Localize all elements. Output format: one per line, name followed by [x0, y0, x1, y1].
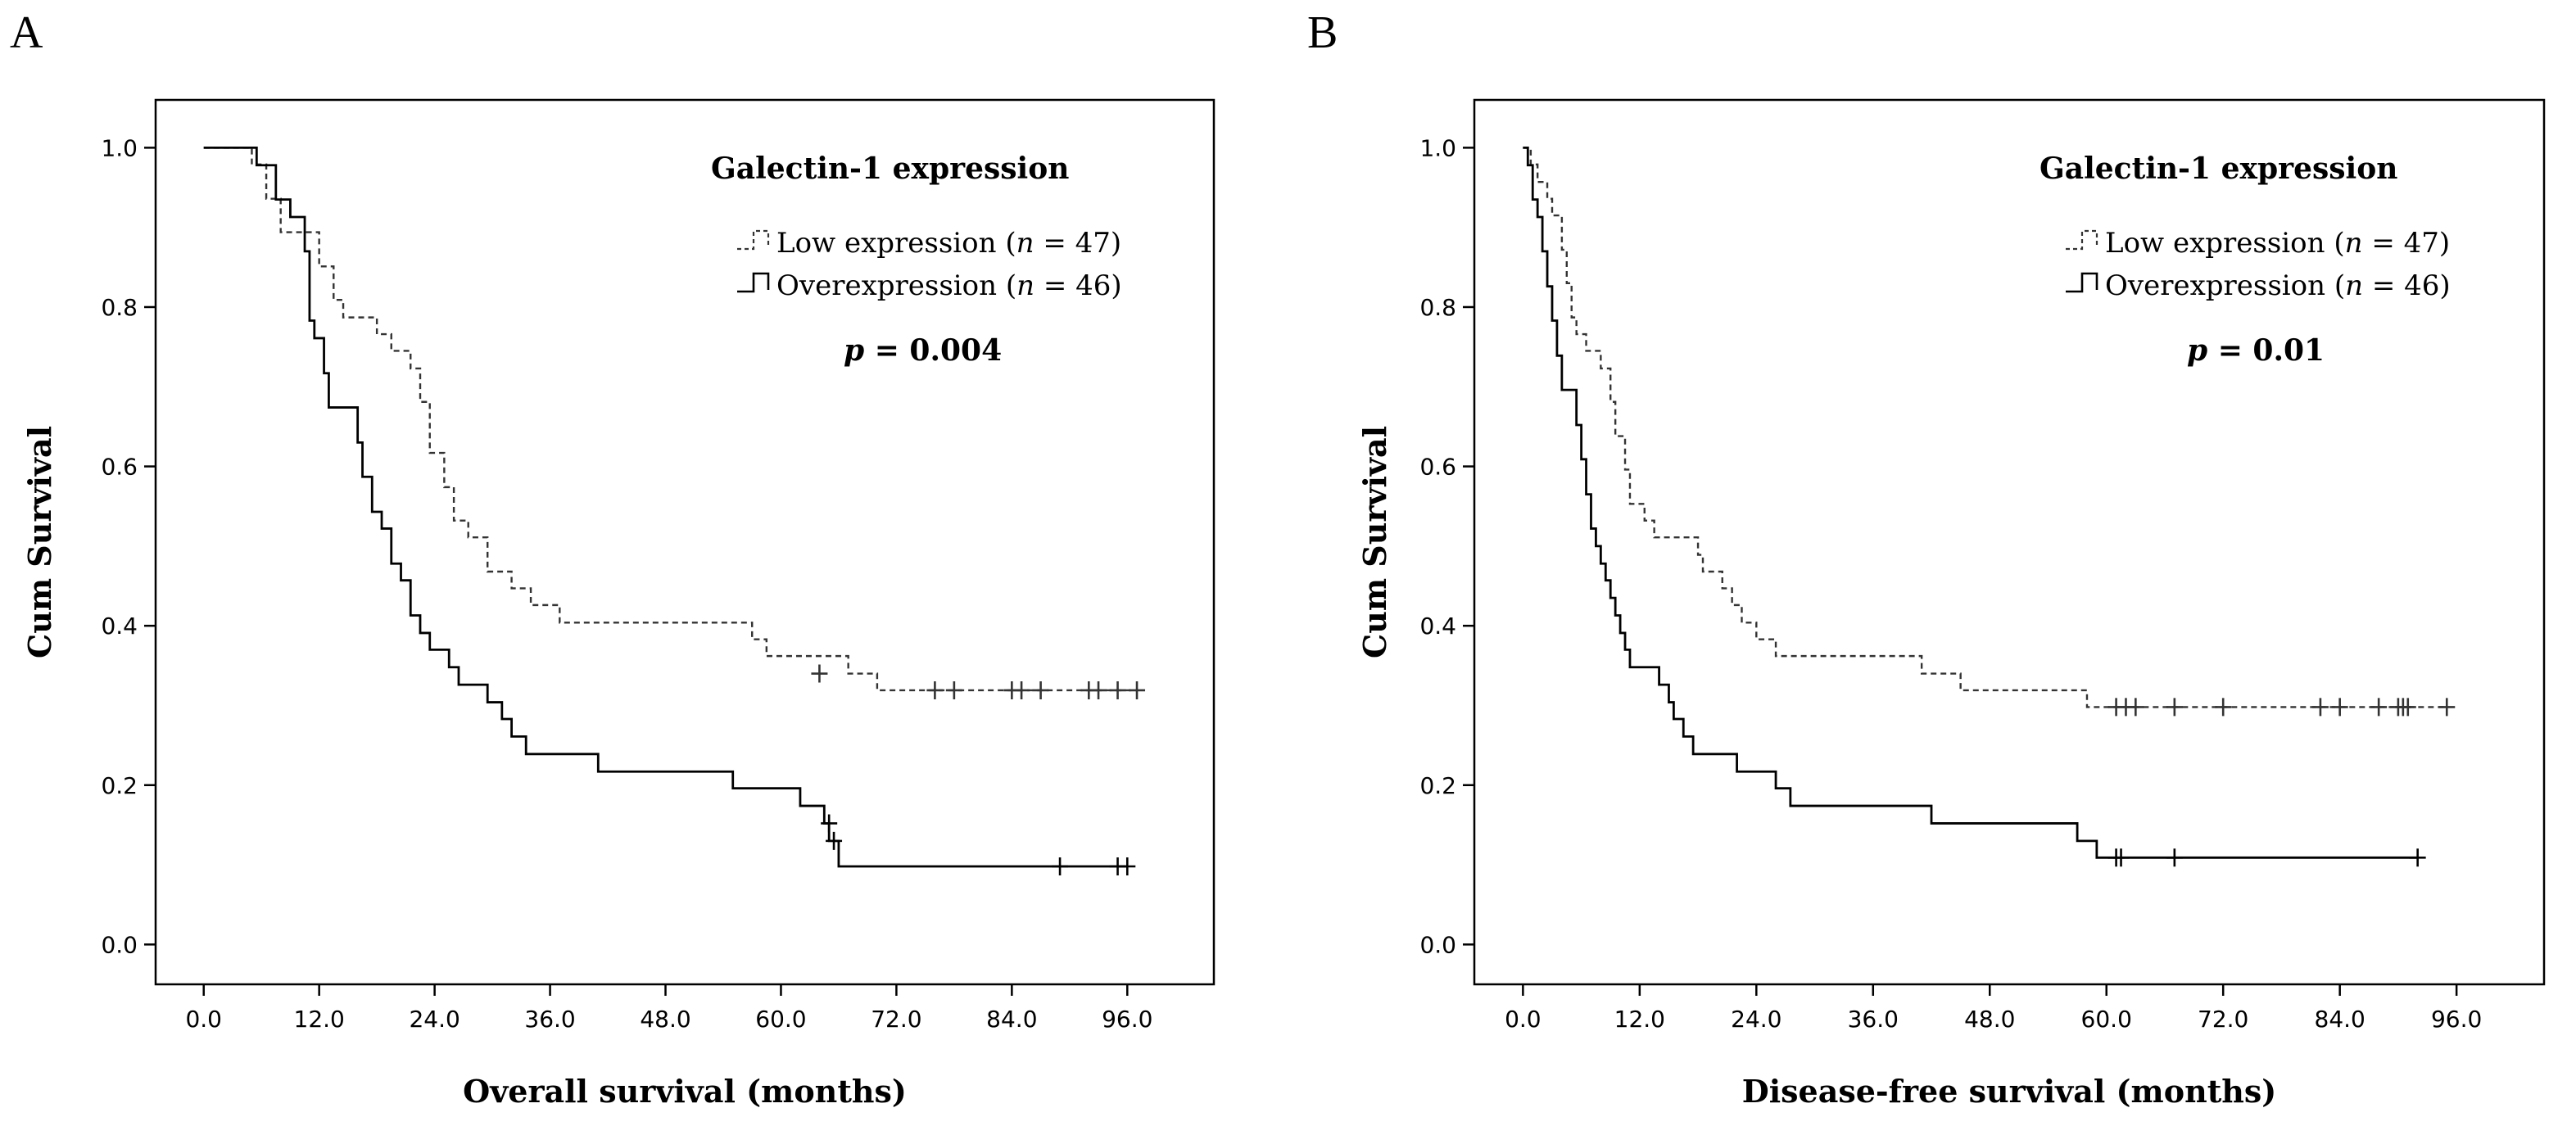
plot-frame — [154, 98, 1216, 986]
y-tick-label: 1.0 — [1419, 134, 1456, 161]
survival-curve-low — [1523, 147, 2447, 708]
x-tick-label: 24.0 — [1731, 1006, 1781, 1033]
y-tick-label: 0.8 — [1419, 294, 1456, 321]
x-tick-label: 48.0 — [640, 1006, 690, 1033]
survival-curve-over — [203, 146, 1128, 868]
legend-title: Galectin-1 expression — [711, 151, 1069, 186]
legend-label: Overexpression (n = 46) — [2105, 269, 2451, 302]
censor-mark — [1109, 681, 1126, 699]
censor-mark — [2215, 698, 2232, 717]
x-tick-label: 60.0 — [755, 1006, 806, 1033]
x-tick-label: 96.0 — [2431, 1006, 2482, 1033]
legend-label: Low expression (n = 47) — [776, 227, 1121, 260]
legend-swatch — [737, 272, 770, 293]
legend-label: Overexpression (n = 46) — [776, 269, 1122, 302]
censor-mark — [826, 831, 843, 850]
censor-mark — [2370, 698, 2388, 717]
censor-mark — [1052, 857, 1069, 875]
panel-a: A 0.0 0.2 0.4 0.6 0.8 1.0 0.0 12.0 24.0 36.0 48.0 6… — [10, 7, 1216, 1110]
censor-mark — [2112, 848, 2130, 867]
legend-label: Low expression (n = 47) — [2105, 227, 2450, 260]
censor-mark — [811, 664, 828, 683]
censor-mark — [821, 814, 838, 833]
x-tick-label: 12.0 — [294, 1006, 345, 1033]
survival-curve-over — [1523, 146, 2418, 859]
y-tick-label: 1.0 — [101, 134, 138, 161]
censor-mark — [1032, 681, 1049, 699]
y-tick-label: 0.4 — [1419, 613, 1456, 640]
censor-mark — [2409, 848, 2426, 867]
plot-frame — [1473, 98, 2546, 986]
censor-mark — [2127, 698, 2144, 717]
censor-mark — [2438, 698, 2456, 717]
x-tick-label: 24.0 — [409, 1006, 460, 1033]
y-tick-label: 0.2 — [101, 772, 138, 799]
censor-mark — [2166, 698, 2183, 717]
x-tick-label: 96.0 — [1102, 1006, 1152, 1033]
y-tick-label: 0.0 — [101, 931, 138, 958]
x-axis-title: Disease-free survival (months) — [1742, 1073, 2277, 1110]
censor-mark — [1013, 681, 1030, 699]
y-tick-label: 0.2 — [1419, 772, 1456, 799]
x-tick-label: 84.0 — [986, 1006, 1037, 1033]
censor-mark — [945, 681, 962, 699]
y-tick-label: 0.6 — [1419, 454, 1456, 481]
survival-chart-overall: 0.0 0.2 0.4 0.6 0.8 1.0 0.0 12.0 24.0 36.0 48.0 60.… — [21, 98, 1216, 1110]
y-tick-label: 0.4 — [101, 613, 138, 640]
legend-title: Galectin-1 expression — [2040, 151, 2397, 186]
x-tick-label: 72.0 — [2198, 1006, 2248, 1033]
x-tick-label: 0.0 — [185, 1006, 222, 1033]
y-tick-label: 0.6 — [101, 454, 138, 481]
x-tick-label: 48.0 — [1964, 1006, 2015, 1033]
censor-mark — [926, 681, 944, 699]
x-tick-label: 36.0 — [524, 1006, 575, 1033]
panel-label: A — [10, 7, 43, 58]
p-value: p = 0.004 — [844, 333, 1002, 368]
censor-mark — [2399, 698, 2416, 717]
y-tick-label: 0.8 — [101, 294, 138, 321]
legend-swatch — [2066, 229, 2098, 251]
censor-mark — [2311, 698, 2329, 717]
censor-mark — [1119, 857, 1136, 875]
panel-label: B — [1307, 7, 1338, 58]
y-axis-title: Cum Survival — [21, 426, 58, 658]
x-axis-title: Overall survival (months) — [463, 1073, 907, 1110]
x-tick-label: 36.0 — [1848, 1006, 1899, 1033]
p-value: p = 0.01 — [2187, 333, 2325, 368]
x-tick-label: 60.0 — [2081, 1006, 2132, 1033]
x-tick-label: 72.0 — [871, 1006, 921, 1033]
censor-mark — [1090, 681, 1107, 699]
panel-b: B 0.0 0.2 0.4 0.6 0.8 1.0 0.0 12.0 24.0 36.0 48.0 6… — [1288, 0, 2575, 1135]
y-axis-title: Cum Survival — [1356, 426, 1393, 658]
legend-swatch — [2066, 272, 2098, 293]
x-tick-label: 0.0 — [1505, 1006, 1542, 1033]
survival-chart-disease-free: 0.0 0.2 0.4 0.6 0.8 1.0 0.0 12.0 24.0 36.0 48.0 60.… — [1356, 98, 2546, 1110]
x-tick-label: 12.0 — [1614, 1006, 1665, 1033]
legend-swatch — [737, 229, 770, 251]
survival-curve-low — [203, 147, 1138, 692]
y-tick-label: 0.0 — [1419, 931, 1456, 958]
x-tick-label: 84.0 — [2315, 1006, 2365, 1033]
censor-mark — [2331, 698, 2348, 717]
censor-mark — [2166, 848, 2183, 867]
censor-mark — [1129, 681, 1146, 699]
